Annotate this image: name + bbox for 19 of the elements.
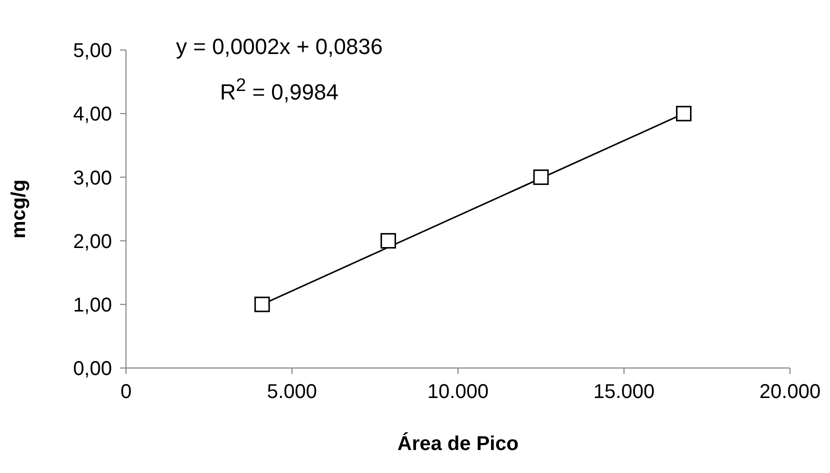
annotation: R$^{2}$ = 0,9984 <box>220 74 338 106</box>
y-tick-label: 2,00 <box>73 230 112 253</box>
y-tick-label: 3,00 <box>73 167 112 190</box>
point <box>676 106 692 122</box>
x-tick-label: 20.000 <box>759 381 821 404</box>
point <box>533 169 549 185</box>
y-tick-label: 5,00 <box>73 40 112 62</box>
point <box>380 233 396 249</box>
x-tick-label: 0 <box>120 381 132 404</box>
x-tick-label: 15.000 <box>593 381 655 404</box>
x-axis-title: Área de Pico <box>397 432 519 455</box>
y-tick-label: 4,00 <box>73 104 112 126</box>
x-tick-label: 10.000 <box>427 381 489 404</box>
y-tick-label: 1,00 <box>73 294 112 316</box>
y-axis-title: mcg/g <box>8 180 30 238</box>
point <box>254 296 270 312</box>
y-tick-label: 0,00 <box>73 358 112 380</box>
annotation: y = 0,0002x + 0,0836 <box>176 34 383 60</box>
x-tick-label: 5.000 <box>266 381 318 404</box>
